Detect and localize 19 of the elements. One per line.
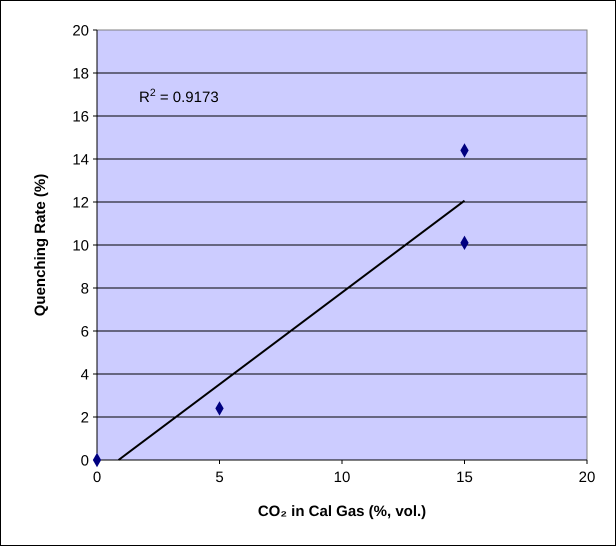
- y-tick-label: 2: [80, 409, 89, 426]
- x-tick-label: 0: [92, 469, 102, 486]
- y-tick-label: 16: [72, 108, 89, 126]
- y-axis-title: Quenching Rate (%): [32, 174, 49, 316]
- y-tick-label: 10: [72, 237, 89, 254]
- x-tick-label: 10: [334, 469, 350, 486]
- y-tick-label: 20: [72, 22, 89, 40]
- y-tick-label: 0: [80, 452, 89, 470]
- y-tick-label: 4: [80, 366, 89, 384]
- x-axis-title: CO₂ in Cal Gas (%, vol.): [258, 503, 426, 520]
- y-tick-label: 14: [72, 151, 89, 168]
- y-tick-label: 18: [72, 65, 89, 82]
- y-tick-label: 12: [72, 194, 89, 212]
- x-tick-label: 5: [215, 469, 224, 486]
- x-tick-label: 15: [456, 469, 473, 486]
- annotation: R$^{2}$ = 0.9173: [139, 87, 219, 106]
- y-tick-label: 8: [80, 280, 89, 298]
- y-tick-label: 6: [80, 323, 89, 340]
- x-tick-label: 20: [578, 469, 596, 486]
